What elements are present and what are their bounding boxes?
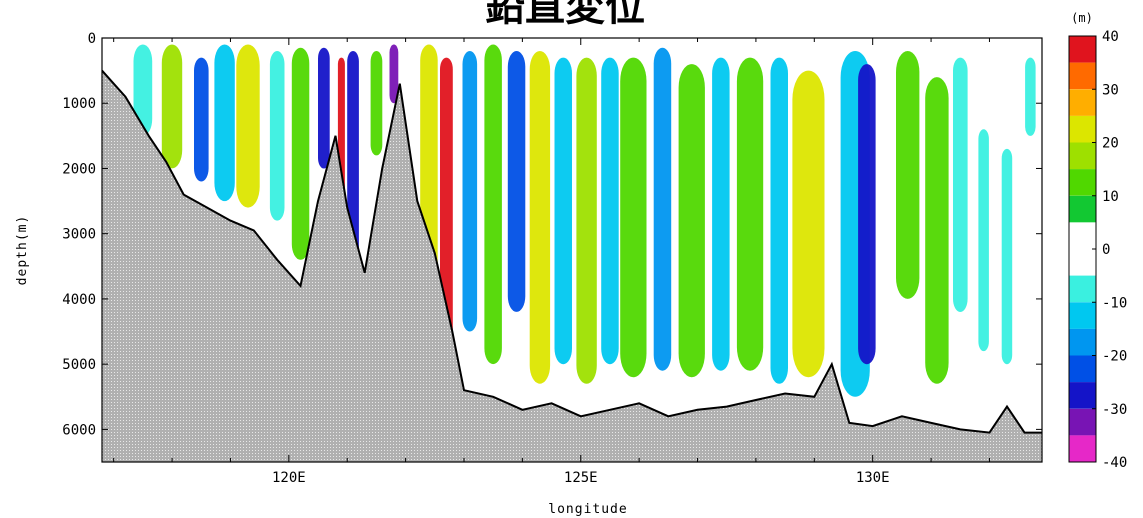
colorbar-unit: (m) bbox=[1071, 11, 1093, 25]
displacement-band-21 bbox=[620, 57, 647, 378]
y-tick-label: 0 bbox=[88, 31, 96, 47]
y-tick-label: 4000 bbox=[62, 292, 96, 308]
displacement-band-3 bbox=[214, 44, 235, 202]
axis-ticks: 0 1000 2000 3000 4000 5000 6000 120E 125E 130E bbox=[62, 31, 1042, 486]
y-tick-label: 3000 bbox=[62, 227, 96, 243]
colorbar-tick-label: 10 bbox=[1102, 189, 1119, 205]
colorbar-swatch-14 bbox=[1069, 435, 1096, 462]
x-tick-label: 130E bbox=[856, 470, 890, 486]
y-tick-label: 5000 bbox=[62, 357, 96, 373]
displacement-band-4 bbox=[236, 44, 260, 208]
displacement-band-31 bbox=[925, 77, 949, 384]
displacement-band-1 bbox=[161, 44, 183, 169]
displacement-band-35 bbox=[1025, 57, 1036, 136]
displacement-band-14 bbox=[462, 51, 478, 332]
colorbar-swatch-8 bbox=[1069, 275, 1096, 303]
displacement-band-10 bbox=[370, 51, 383, 156]
colorbar-swatch-5 bbox=[1069, 169, 1096, 196]
colorbar-swatch-7 bbox=[1069, 222, 1096, 276]
displacement-band-19 bbox=[576, 57, 597, 384]
y-tick-label: 2000 bbox=[62, 161, 96, 177]
seafloor-terrain bbox=[102, 70, 1042, 462]
displacement-band-26 bbox=[770, 57, 788, 384]
colorbar-swatch-4 bbox=[1069, 142, 1096, 170]
displacement-band-29 bbox=[858, 64, 876, 365]
displacement-band-23 bbox=[678, 64, 705, 378]
displacement-band-13 bbox=[440, 57, 453, 358]
displacement-band-22 bbox=[653, 47, 672, 371]
bathymetry-terrain bbox=[102, 69, 1042, 462]
colorbar-swatch-1 bbox=[1069, 62, 1096, 90]
plot-frame bbox=[101, 37, 1043, 463]
colorbar-swatch-10 bbox=[1069, 328, 1096, 356]
colorbar-tick-label: 0 bbox=[1102, 242, 1110, 258]
displacement-band-17 bbox=[529, 51, 551, 384]
displacement-band-5 bbox=[269, 51, 285, 221]
displacement-band-11 bbox=[389, 44, 399, 104]
displacement-band-0 bbox=[133, 44, 153, 136]
colorbar-swatch-6 bbox=[1069, 195, 1096, 223]
displacement-band-25 bbox=[736, 57, 764, 371]
displacement-band-7 bbox=[318, 47, 330, 169]
displacement-band-24 bbox=[712, 57, 730, 371]
displacement-band-30 bbox=[896, 51, 920, 299]
displacement-band-6 bbox=[291, 47, 310, 260]
colorbar-tick-label: -30 bbox=[1102, 402, 1127, 418]
colorbar-tick-label: -40 bbox=[1102, 455, 1127, 471]
colorbar-tick-label: 40 bbox=[1102, 29, 1119, 45]
chart-title: 鉛直変位 bbox=[485, 0, 645, 30]
displacement-band-9 bbox=[347, 51, 359, 260]
x-tick-label: 125E bbox=[564, 470, 598, 486]
displacement-band-32 bbox=[953, 57, 968, 312]
colorbar-tick-label: 30 bbox=[1102, 82, 1119, 98]
colorbar-tick-label: 20 bbox=[1102, 136, 1119, 152]
colorbar-swatch-0 bbox=[1069, 36, 1096, 63]
displacement-band-18 bbox=[554, 57, 572, 365]
seafloor-line bbox=[102, 69, 1042, 434]
y-tick-label: 6000 bbox=[62, 422, 96, 438]
displacement-band-34 bbox=[1001, 148, 1013, 365]
colorbar-swatch-13 bbox=[1069, 408, 1096, 436]
colorbar-swatch-9 bbox=[1069, 302, 1096, 329]
colorbar-swatch-12 bbox=[1069, 382, 1096, 409]
colorbar-tick-label: -20 bbox=[1102, 349, 1127, 365]
colorbar-swatch-11 bbox=[1069, 355, 1096, 383]
y-tick-label: 1000 bbox=[62, 96, 96, 112]
displacement-band-20 bbox=[601, 57, 619, 365]
displacement-band-27 bbox=[792, 70, 825, 378]
x-axis-label: longitude bbox=[548, 502, 627, 517]
displacement-band-15 bbox=[484, 44, 502, 365]
colorbar-swatch-2 bbox=[1069, 89, 1096, 116]
colorbar: 40 30 20 10 0 -10 -20 -30 -40 bbox=[1068, 29, 1127, 471]
y-axis-label: depth(m) bbox=[15, 215, 30, 286]
colorbar-swatch-3 bbox=[1069, 115, 1096, 143]
displacement-band-2 bbox=[194, 57, 209, 182]
x-tick-label: 120E bbox=[272, 470, 306, 486]
displacement-band-16 bbox=[507, 51, 526, 312]
colorbar-tick-label: -10 bbox=[1102, 295, 1127, 311]
displacement-band-33 bbox=[978, 129, 989, 352]
